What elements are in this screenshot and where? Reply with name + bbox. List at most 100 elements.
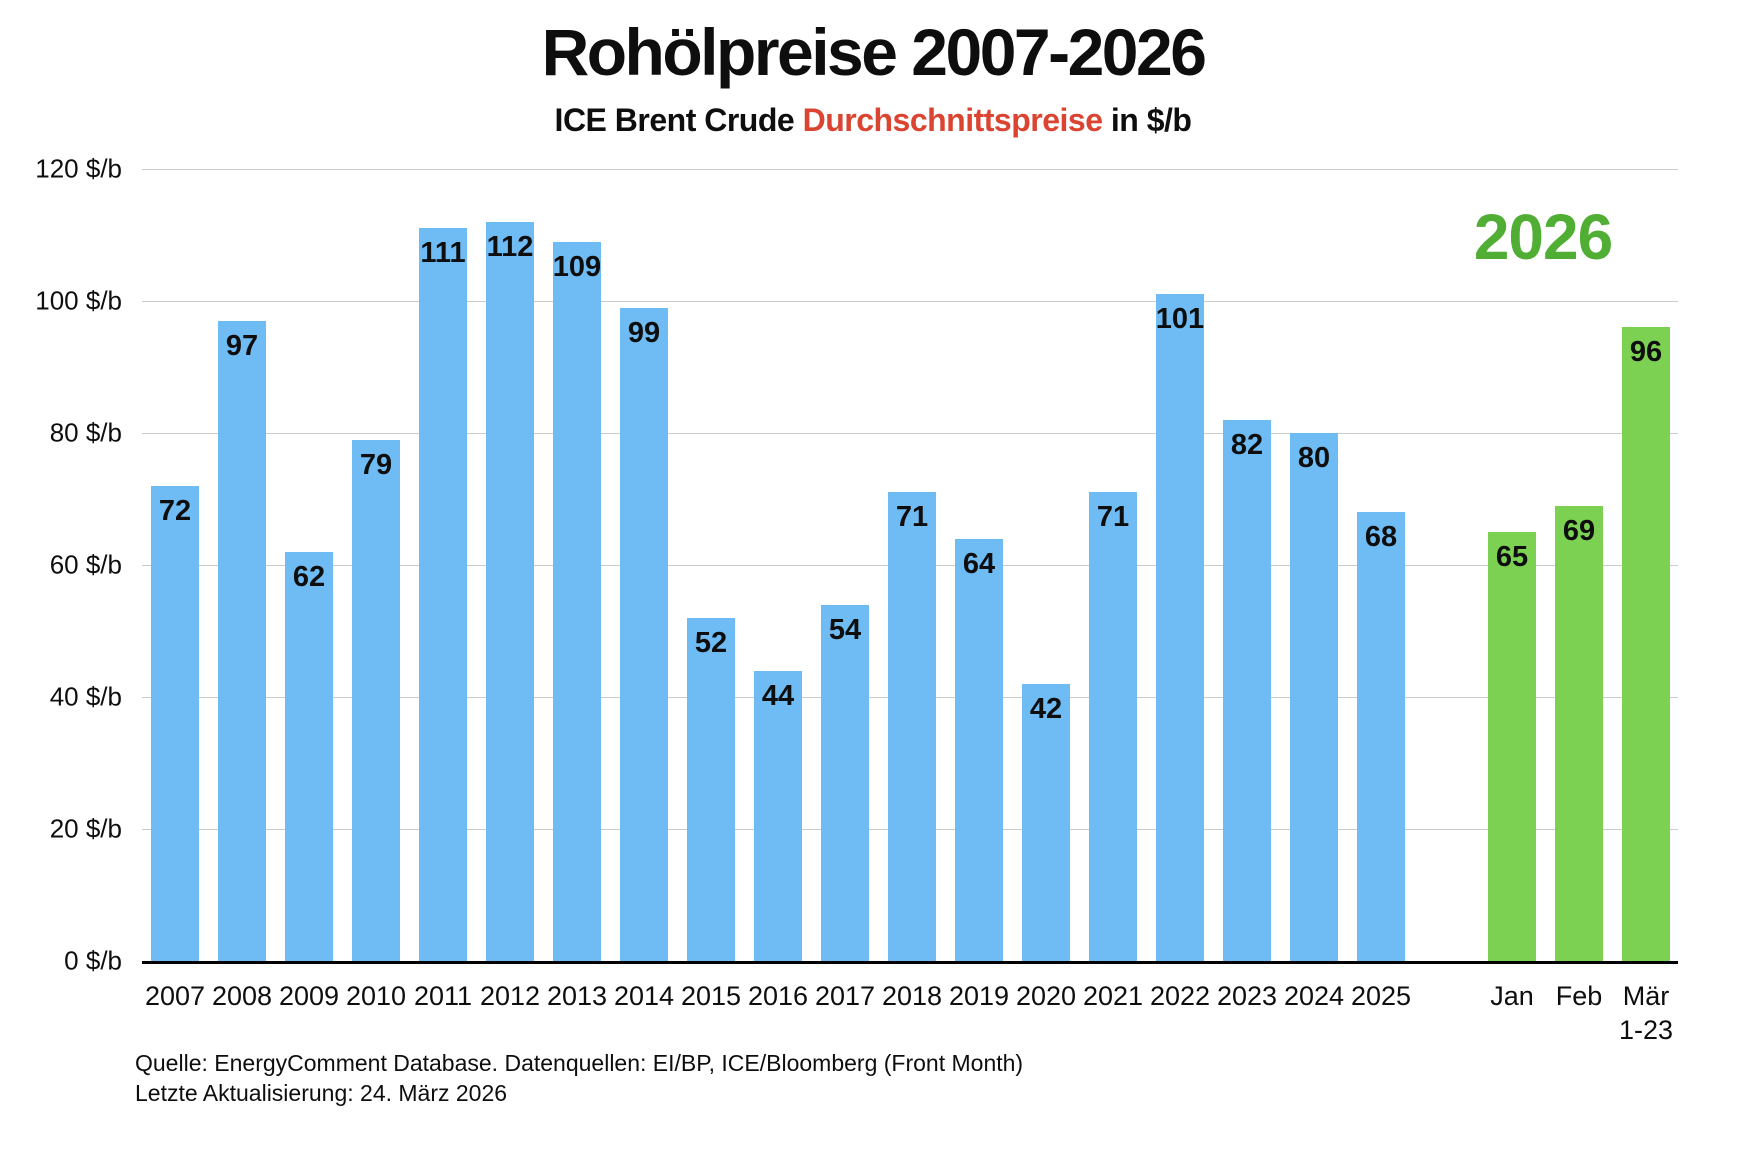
chart-title: Rohölpreise 2007-2026 xyxy=(541,15,1207,89)
bar-2010: 79 2010 xyxy=(346,169,406,1011)
bar-2025: 68 2025 xyxy=(1351,169,1411,1011)
bar-2008: 97 2008 xyxy=(212,169,272,1011)
chart-subtitle: ICE Brent Crude Durchschnittspreise in $… xyxy=(0,102,1746,139)
bar-value-Feb: 69 xyxy=(1562,514,1596,547)
x-label-Mär: Mär 1-23 xyxy=(1618,981,1674,1045)
x-label-2007: 2007 xyxy=(144,981,206,1011)
bar-rect-Feb: 69 xyxy=(1555,505,1603,961)
bar-rect-2019: 64 xyxy=(955,538,1003,961)
bar-value-2021: 71 xyxy=(1096,501,1130,534)
bar-2009: 62 2009 xyxy=(279,169,339,1011)
bar-2017: 54 2017 xyxy=(815,169,875,1011)
bar-rect-2014: 99 xyxy=(620,307,668,961)
x-label-2021: 2021 xyxy=(1082,981,1144,1011)
bar-value-2019: 64 xyxy=(962,547,996,580)
x-label-2011: 2011 xyxy=(413,981,473,1011)
x-label-2023: 2023 xyxy=(1216,981,1278,1011)
bar-value-Mär: 96 xyxy=(1629,336,1663,369)
x-label-2017: 2017 xyxy=(814,981,876,1011)
subtitle-prefix: ICE Brent Crude xyxy=(554,102,803,138)
y-axis-labels: 120 $/b 100 $/b 80 $/b 60 $/b 40 $/b 20 $/b 0 … xyxy=(0,154,122,976)
x-label-2018: 2018 xyxy=(881,981,943,1011)
bar-value-2012: 112 xyxy=(486,230,534,263)
bar-rect-2013: 109 xyxy=(552,241,602,961)
bar-Mär: 96 Mär 1-23 xyxy=(1619,169,1673,1045)
bar-rect-2007: 72 xyxy=(151,485,199,961)
bar-rect-2017: 54 xyxy=(821,604,869,961)
x-label-2009: 2009 xyxy=(278,981,340,1011)
bar-value-2013: 109 xyxy=(552,250,602,283)
bar-rect-Mär: 96 xyxy=(1622,327,1670,961)
bar-value-2017: 54 xyxy=(828,613,862,646)
x-label-Jan: Jan xyxy=(1490,981,1534,1011)
bar-rect-2022: 101 xyxy=(1156,294,1204,961)
source-note: Quelle: EnergyComment Database. Datenque… xyxy=(135,1048,1023,1108)
bar-value-2023: 82 xyxy=(1230,428,1264,461)
gridline-120 xyxy=(142,169,1678,170)
bar-value-2008: 97 xyxy=(225,329,259,362)
bar-2024: 80 2024 xyxy=(1284,169,1344,1011)
x-label-Feb: Feb xyxy=(1555,981,1603,1011)
bar-rect-2016: 44 xyxy=(754,670,802,961)
bar-value-2010: 79 xyxy=(359,448,393,481)
x-sublabel-Mär: 1-23 xyxy=(1618,1015,1674,1045)
bar-rect-2018: 71 xyxy=(888,492,936,961)
bar-2007: 72 2007 xyxy=(145,169,205,1011)
x-label-2010: 2010 xyxy=(345,981,407,1011)
x-label-2020: 2020 xyxy=(1015,981,1077,1011)
plot-bars: 72 2007 97 2008 62 2009 79 2010 111 2011 112 2012 10… xyxy=(142,169,1678,1045)
bar-rect-2015: 52 xyxy=(687,617,735,961)
bar-value-2009: 62 xyxy=(292,560,326,593)
x-label-2022: 2022 xyxy=(1149,981,1211,1011)
gridline-80 xyxy=(142,432,1678,434)
bar-value-2018: 71 xyxy=(895,501,929,534)
bar-value-2011: 111 xyxy=(420,237,466,270)
x-label-2012: 2012 xyxy=(479,981,541,1011)
bar-rect-Jan: 65 xyxy=(1488,532,1536,961)
bar-value-2022: 101 xyxy=(1155,303,1205,336)
source-line-2: Letzte Aktualisierung: 24. März 2026 xyxy=(135,1080,508,1106)
bar-value-2007: 72 xyxy=(158,494,192,527)
bar-rect-2025: 68 xyxy=(1357,512,1405,961)
bar-value-2024: 80 xyxy=(1297,442,1331,475)
bar-value-2020: 42 xyxy=(1029,692,1063,725)
annotation-2026: 2026 xyxy=(1473,201,1613,273)
bar-2011: 111 2011 xyxy=(414,169,472,1011)
x-label-2013: 2013 xyxy=(546,981,608,1011)
bar-2021: 71 2021 xyxy=(1083,169,1143,1011)
bar-rect-2023: 82 xyxy=(1223,419,1271,961)
y-tick-label-120: 120 $/b xyxy=(35,153,122,184)
bar-value-Jan: 65 xyxy=(1495,541,1529,573)
bar-2018: 71 2018 xyxy=(882,169,942,1011)
x-label-2024: 2024 xyxy=(1283,981,1345,1011)
bar-2020: 42 2020 xyxy=(1016,169,1076,1011)
y-tick-label-100: 100 $/b xyxy=(35,285,122,316)
bar-value-2016: 44 xyxy=(761,679,795,712)
x-label-2008: 2008 xyxy=(211,981,273,1011)
source-line-1: Quelle: EnergyComment Database. Datenque… xyxy=(135,1050,1024,1076)
plot-area: 72 2007 97 2008 62 2009 79 2010 111 2011 112 2012 10… xyxy=(142,169,1678,1045)
y-tick-label-80: 80 $/b xyxy=(49,417,122,448)
y-tick-label-60: 60 $/b xyxy=(49,549,122,580)
subtitle-suffix: in $/b xyxy=(1102,102,1192,138)
bar-2013: 109 2013 xyxy=(547,169,607,1011)
y-tick-label-0: 0 $/b xyxy=(64,945,122,976)
bar-rect-2021: 71 xyxy=(1089,492,1137,961)
bar-2014: 99 2014 xyxy=(614,169,674,1011)
gridline-100 xyxy=(142,300,1678,302)
bar-value-2014: 99 xyxy=(627,316,661,349)
x-label-2015: 2015 xyxy=(680,981,742,1011)
bar-rect-2020: 42 xyxy=(1022,683,1070,961)
x-label-2014: 2014 xyxy=(613,981,675,1011)
bar-rect-2012: 112 xyxy=(486,221,534,961)
bar-2023: 82 2023 xyxy=(1217,169,1277,1011)
y-tick-label-20: 20 $/b xyxy=(49,813,122,844)
bar-rect-2010: 79 xyxy=(352,439,400,961)
bar-rect-2011: 111 xyxy=(419,228,467,961)
y-tick-label-40: 40 $/b xyxy=(49,681,122,712)
bar-Feb: 69 Feb xyxy=(1555,169,1603,1011)
bar-rect-2009: 62 xyxy=(285,551,333,961)
bar-2022: 101 2022 xyxy=(1150,169,1210,1011)
x-label-2016: 2016 xyxy=(747,981,809,1011)
